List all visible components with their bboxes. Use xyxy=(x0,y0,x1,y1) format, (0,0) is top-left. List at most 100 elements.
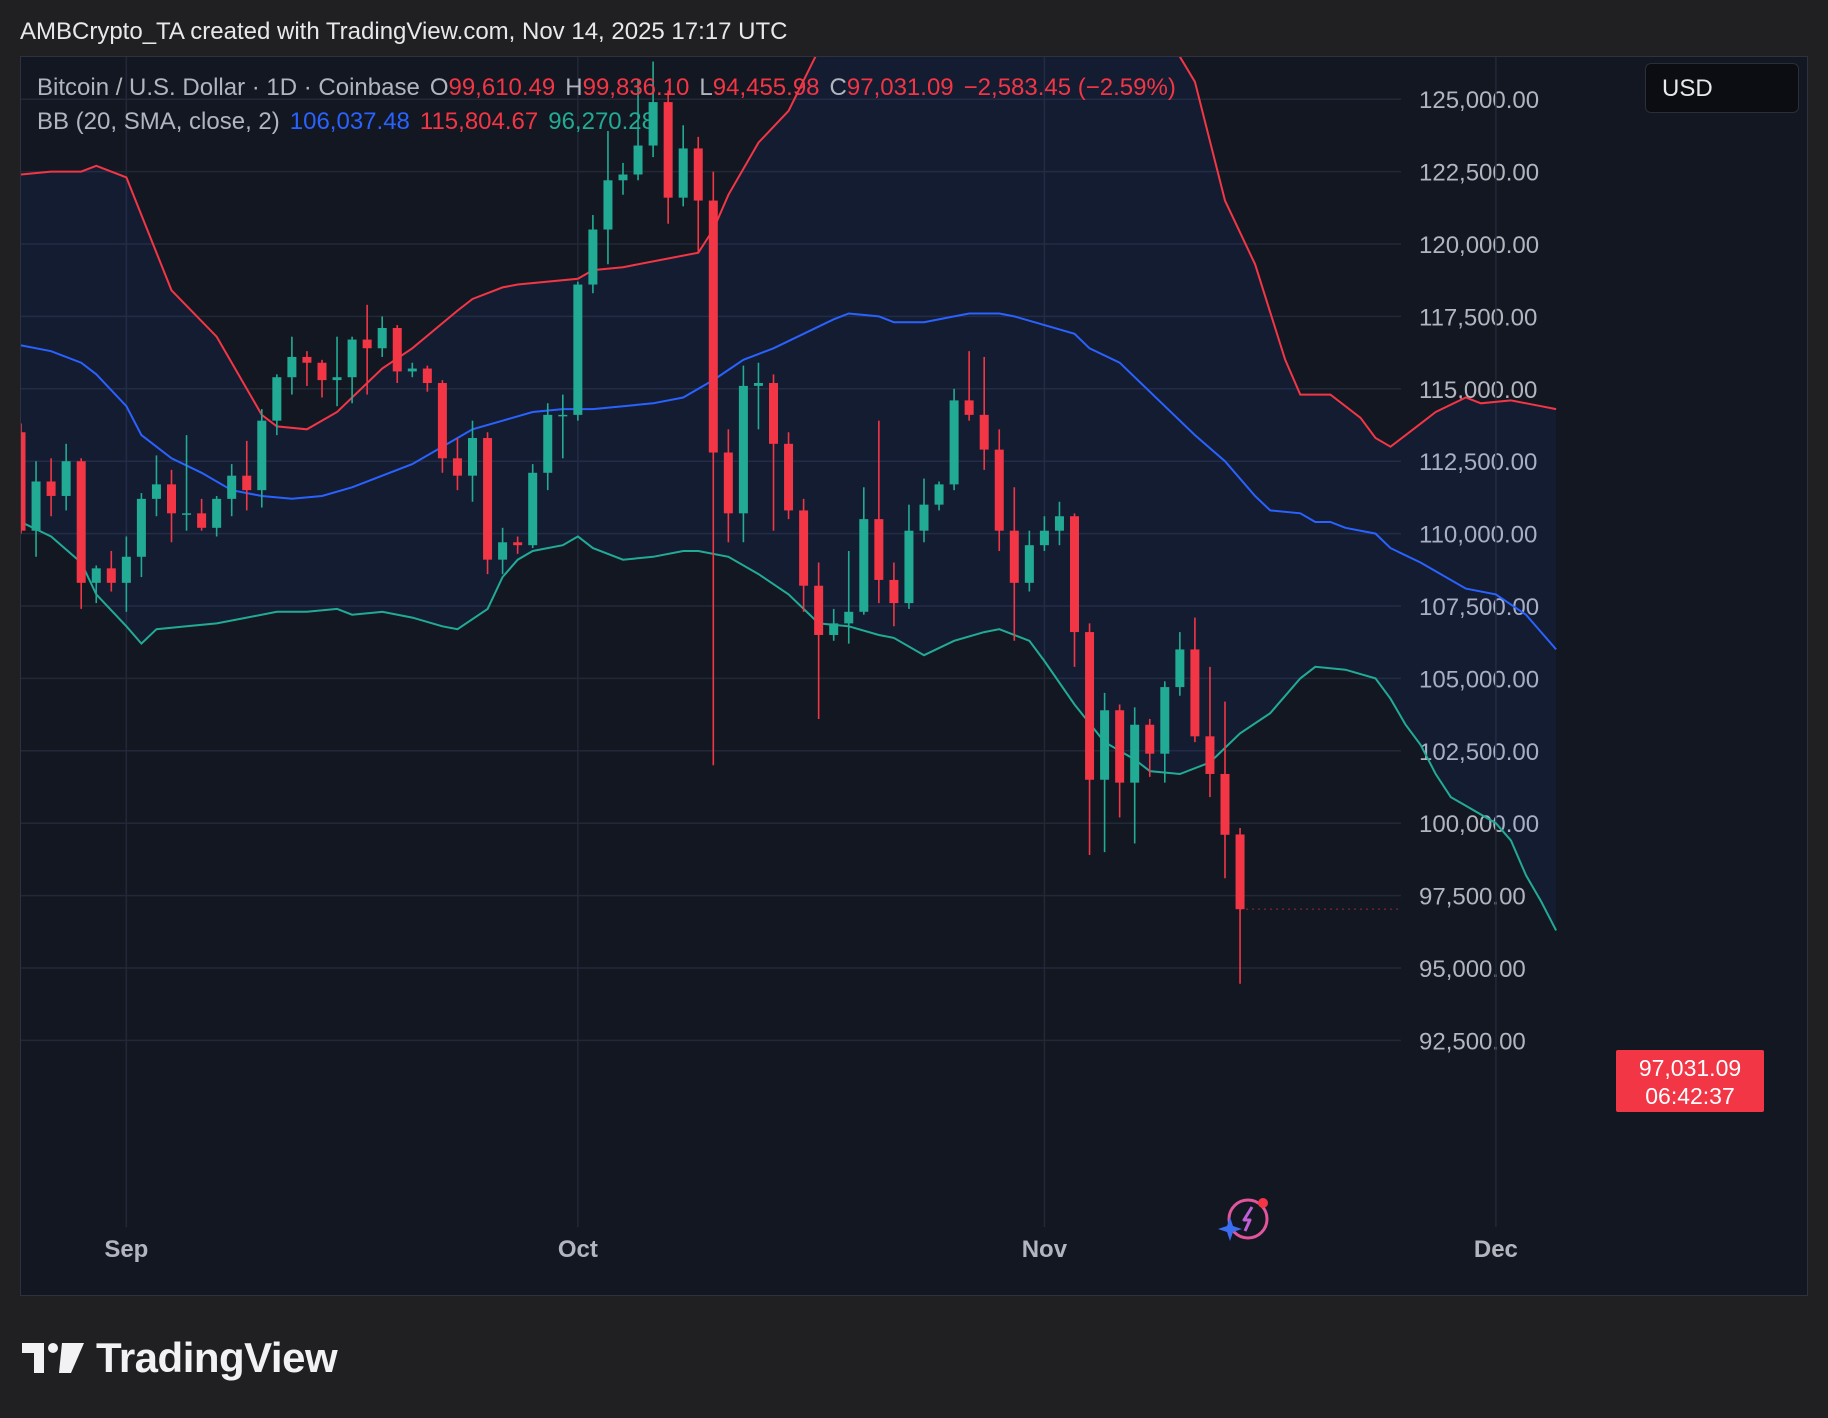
candle-body xyxy=(558,414,568,417)
bb-indicator-label[interactable]: BB (20, SMA, close, 2) xyxy=(37,108,280,135)
candle-body xyxy=(979,414,989,450)
bb-row: BB (20, SMA, close, 2) 106,037.48 115,804.… xyxy=(37,105,1180,139)
y-tick-label: 107,500.00 xyxy=(1419,594,1539,621)
candle-body xyxy=(1024,545,1034,583)
last-price-tag: 97,031.09 06:42:37 xyxy=(1616,1050,1764,1112)
candle-body xyxy=(603,180,613,230)
high-label: H xyxy=(565,74,583,101)
sparkle-icon[interactable] xyxy=(1216,1195,1276,1248)
y-tick-label: 115,000.00 xyxy=(1419,377,1537,404)
candle-body xyxy=(182,513,192,515)
brand-name: TradingView xyxy=(96,1334,338,1381)
close-value: 97,031.09 xyxy=(846,74,954,101)
candle-body xyxy=(377,327,387,349)
candle-body xyxy=(21,432,26,531)
change-value: −2,583.45 (−2.59%) xyxy=(963,74,1176,101)
candle-body xyxy=(1115,710,1125,783)
candle-body xyxy=(678,148,688,198)
candle-body xyxy=(588,229,598,285)
candle-body xyxy=(31,481,41,531)
candle-body xyxy=(392,327,402,372)
x-tick-label: Oct xyxy=(558,1236,598,1263)
candle-body xyxy=(76,461,86,583)
bb-upper-value: 115,804.67 xyxy=(419,108,539,135)
candle-body xyxy=(212,498,222,528)
candle-body xyxy=(573,284,583,415)
candle-body xyxy=(1190,649,1200,737)
candle-body xyxy=(332,377,342,381)
y-tick-label: 122,500.00 xyxy=(1419,160,1539,187)
candle-body xyxy=(618,174,628,181)
candle-body xyxy=(1070,516,1079,633)
open-label: O xyxy=(429,74,449,101)
candle-body xyxy=(197,513,207,528)
candle-body xyxy=(1085,632,1095,780)
candle-body xyxy=(859,519,869,612)
price-chart[interactable]: 92,500.00 95,000.00 97,500.00 100,000.00 102… xyxy=(21,57,1807,1295)
candle-body xyxy=(468,438,477,476)
y-tick-label: 100,000.00 xyxy=(1419,811,1539,838)
candle-body xyxy=(919,504,929,531)
candle-body xyxy=(242,475,252,491)
candle-body xyxy=(61,461,71,496)
candle-body xyxy=(1054,516,1064,531)
candle-body xyxy=(753,383,763,386)
candle-body xyxy=(844,611,854,624)
candle-body xyxy=(1220,773,1230,835)
tradingview-logo-icon xyxy=(22,1343,84,1373)
y-tick-label: 125,000.00 xyxy=(1419,87,1539,114)
candle-body xyxy=(347,339,357,378)
candle-body xyxy=(167,484,176,514)
candle-body xyxy=(648,102,658,146)
candle-body xyxy=(1009,530,1019,583)
candle-body xyxy=(483,438,493,560)
y-tick-label: 117,500.00 xyxy=(1419,304,1537,331)
x-tick-label: Sep xyxy=(104,1236,148,1263)
candle-body xyxy=(904,530,914,604)
candle-body xyxy=(498,542,508,560)
chart-legend: Bitcoin / U.S. Dollar · 1D · Coinbase O99… xyxy=(37,71,1180,139)
candle-body xyxy=(1205,736,1215,774)
candle-body xyxy=(889,579,899,604)
candle-body xyxy=(362,339,372,349)
bb-upper-line xyxy=(21,57,1557,448)
candle-body xyxy=(1130,724,1140,783)
chart-panel[interactable]: 92,500.00 95,000.00 97,500.00 100,000.00 102… xyxy=(20,56,1808,1296)
candle-body xyxy=(934,484,944,505)
candle-body xyxy=(723,452,733,514)
candle-body xyxy=(994,449,1004,531)
last-price-value: 97,031.09 xyxy=(1638,1055,1742,1081)
candle-body xyxy=(46,481,56,496)
symbol-label[interactable]: Bitcoin / U.S. Dollar · 1D · Coinbase xyxy=(37,74,420,101)
y-tick-label: 102,500.00 xyxy=(1419,739,1539,766)
candle-body xyxy=(302,356,312,363)
chart-caption: AMBCrypto_TA created with TradingView.co… xyxy=(20,18,788,45)
bb-basis-line xyxy=(21,312,1557,651)
candle-body xyxy=(738,385,748,514)
candle-body xyxy=(227,475,237,499)
candle-body xyxy=(1039,530,1049,546)
close-label: C xyxy=(829,74,847,101)
candle-body xyxy=(1100,710,1110,780)
candle-body xyxy=(317,362,327,381)
candle-body xyxy=(799,510,809,586)
candle-body xyxy=(1175,649,1185,688)
candle-body xyxy=(874,519,884,580)
open-value: 99,610.49 xyxy=(448,74,556,101)
candle-body xyxy=(693,148,703,201)
low-value: 94,455.98 xyxy=(712,74,820,101)
candle-body xyxy=(1160,687,1170,754)
candle-body xyxy=(437,383,447,459)
y-tick-label: 95,000.00 xyxy=(1419,956,1526,983)
tradingview-brand[interactable]: TradingView xyxy=(22,1334,338,1382)
currency-button[interactable]: USD xyxy=(1645,63,1799,113)
y-tick-label: 112,500.00 xyxy=(1419,449,1537,476)
candle-body xyxy=(407,368,417,372)
candle-body xyxy=(663,102,673,198)
candle-body xyxy=(257,420,267,491)
candle-body xyxy=(964,400,974,415)
y-tick-label: 105,000.00 xyxy=(1419,666,1539,693)
candle-body xyxy=(513,542,523,546)
candle-body xyxy=(949,400,959,485)
candle-body xyxy=(452,458,462,476)
